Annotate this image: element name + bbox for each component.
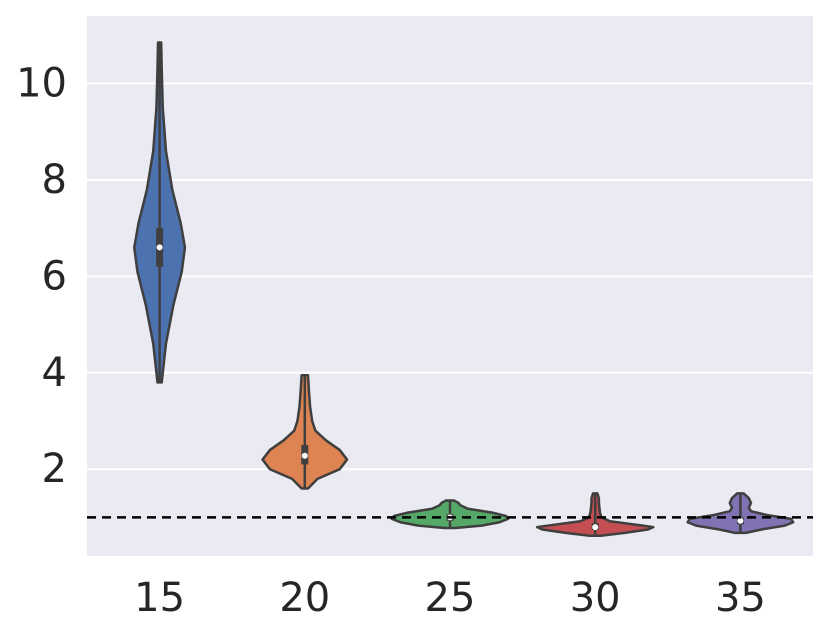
violin-30 xyxy=(535,492,655,537)
violin-median-point xyxy=(301,452,308,459)
x-tick-label: 15 xyxy=(134,575,185,621)
y-axis-tick-labels: 2 4 6 8 10 xyxy=(16,61,67,493)
y-tick-label: 2 xyxy=(42,446,67,492)
x-tick-label: 30 xyxy=(570,575,621,621)
y-tick-label: 6 xyxy=(42,253,67,299)
violin-20 xyxy=(261,373,349,490)
violin-35 xyxy=(686,492,795,535)
violin-median-point xyxy=(592,524,599,531)
violin-median-point xyxy=(737,517,744,524)
violin-15 xyxy=(133,41,187,384)
y-tick-label: 4 xyxy=(42,350,67,396)
x-axis-tick-labels: 15 20 25 30 35 xyxy=(134,575,766,621)
y-tick-label: 10 xyxy=(16,61,67,107)
violin-median-point xyxy=(156,244,163,251)
grid-lines xyxy=(87,82,813,471)
x-tick-label: 20 xyxy=(279,575,330,621)
x-tick-label: 35 xyxy=(715,575,766,621)
x-tick-label: 25 xyxy=(425,575,476,621)
y-tick-label: 8 xyxy=(42,157,67,203)
plot-area xyxy=(87,16,813,556)
